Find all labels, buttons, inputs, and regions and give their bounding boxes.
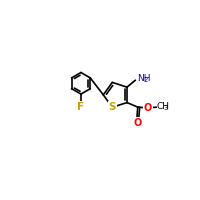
Text: O: O — [144, 103, 152, 113]
Text: 3: 3 — [164, 105, 168, 111]
Text: 2: 2 — [144, 77, 148, 83]
Text: F: F — [77, 102, 85, 112]
Text: NH: NH — [137, 74, 150, 83]
Text: O: O — [133, 118, 142, 128]
Text: S: S — [109, 102, 116, 112]
Text: CH: CH — [157, 102, 170, 111]
